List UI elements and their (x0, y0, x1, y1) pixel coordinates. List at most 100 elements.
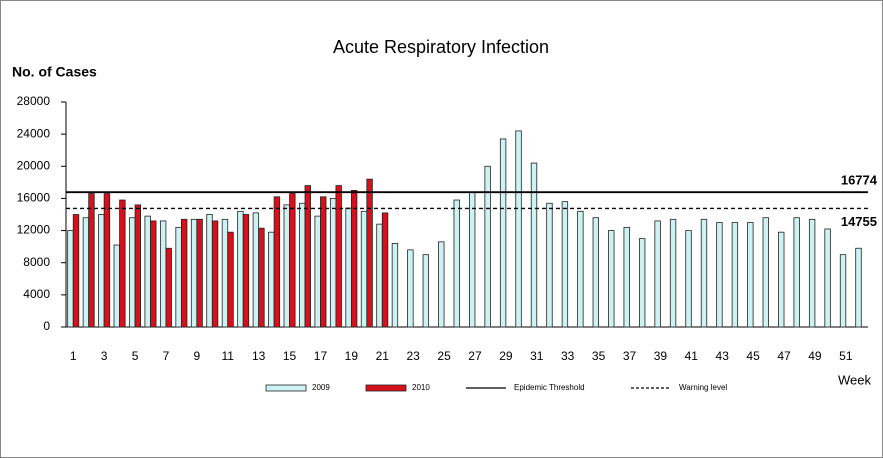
bar (623, 226, 630, 328)
bar (283, 204, 290, 328)
bar (98, 214, 105, 328)
bar (855, 247, 862, 328)
x-tick-label: 3 (101, 349, 108, 363)
bar (700, 218, 708, 328)
y-axis-label: No. of Cases (12, 64, 97, 80)
bar (638, 238, 646, 328)
bar (237, 210, 244, 328)
bar (165, 247, 172, 328)
bar (180, 218, 188, 328)
bar (391, 243, 399, 328)
y-tick-label: 8000 (23, 255, 50, 269)
bar (530, 162, 538, 328)
bar (242, 214, 250, 328)
x-tick-label: 29 (499, 349, 513, 363)
bar (469, 191, 476, 328)
y-tick-label: 0 (43, 319, 50, 333)
bar (345, 207, 352, 328)
bar (289, 193, 296, 328)
x-tick-label: 13 (252, 349, 266, 363)
x-tick-label: 5 (132, 349, 139, 363)
bar (499, 138, 507, 328)
bar (608, 230, 615, 328)
bar (453, 199, 460, 328)
bar (82, 217, 90, 328)
bar (438, 241, 445, 328)
bar (669, 218, 677, 328)
bar (762, 217, 769, 328)
bar (422, 254, 430, 328)
bar (839, 254, 847, 328)
bar (252, 212, 260, 328)
bar (103, 193, 111, 328)
x-tick-label: 31 (530, 349, 544, 363)
bar (824, 228, 831, 328)
x-tick-label: 39 (654, 349, 668, 363)
bar (129, 217, 136, 328)
bar (592, 217, 599, 328)
x-tick-label: 33 (561, 349, 575, 363)
x-tick-label: 11 (222, 349, 235, 363)
threshold-label: 14755 (841, 214, 877, 229)
bar (211, 220, 219, 328)
chart-title: Acute Respiratory Infection (333, 37, 549, 57)
x-tick-label: 27 (468, 349, 482, 363)
bar (221, 218, 229, 328)
y-tick-label: 12000 (17, 223, 51, 237)
y-tick-label: 28000 (17, 94, 51, 108)
x-tick-label: 51 (839, 349, 853, 363)
bar (72, 214, 80, 328)
x-tick-label: 19 (345, 349, 359, 363)
bar (654, 220, 661, 328)
x-tick-label: 7 (163, 349, 170, 363)
x-tick-label: 17 (314, 349, 328, 363)
legend-label: 2010 (412, 383, 430, 392)
bar (88, 193, 95, 328)
bar (366, 178, 373, 328)
bar (515, 130, 522, 328)
bar (808, 218, 816, 328)
x-tick-label: 43 (716, 349, 730, 363)
bar (314, 215, 321, 328)
bar (268, 231, 275, 328)
bar (206, 214, 213, 328)
bar (335, 185, 342, 328)
x-tick-label: 45 (746, 349, 760, 363)
bar (716, 222, 723, 328)
x-tick-label: 15 (283, 349, 297, 363)
bar (134, 204, 141, 328)
bar (159, 220, 167, 328)
x-tick-label: 23 (406, 349, 420, 363)
bar (299, 202, 306, 328)
legend-swatch (365, 384, 407, 392)
bar (119, 199, 126, 328)
bar (778, 231, 785, 328)
bar (793, 217, 800, 328)
legend-label: 2009 (312, 383, 330, 392)
bar (329, 198, 337, 328)
bar (304, 185, 311, 328)
legend-label: Epidemic Threshold (514, 383, 585, 392)
legend-swatch (265, 384, 307, 392)
bar (67, 230, 74, 328)
x-tick-label: 25 (437, 349, 451, 363)
bar (360, 210, 368, 328)
x-tick-label: 37 (623, 349, 637, 363)
bar (144, 215, 151, 328)
bar (150, 220, 157, 328)
bar (747, 222, 754, 328)
y-tick-label: 16000 (17, 191, 51, 205)
bar (227, 231, 234, 328)
x-tick-label: 1 (70, 349, 77, 363)
x-axis-label: Week (838, 372, 871, 387)
x-tick-label: 41 (685, 349, 699, 363)
y-tick-label: 20000 (17, 158, 51, 172)
bar (113, 244, 120, 328)
bar (175, 226, 182, 328)
x-tick-label: 9 (193, 349, 200, 363)
bar (196, 218, 203, 328)
bar (484, 165, 491, 328)
bar (190, 218, 198, 328)
y-tick-label: 24000 (17, 126, 51, 140)
